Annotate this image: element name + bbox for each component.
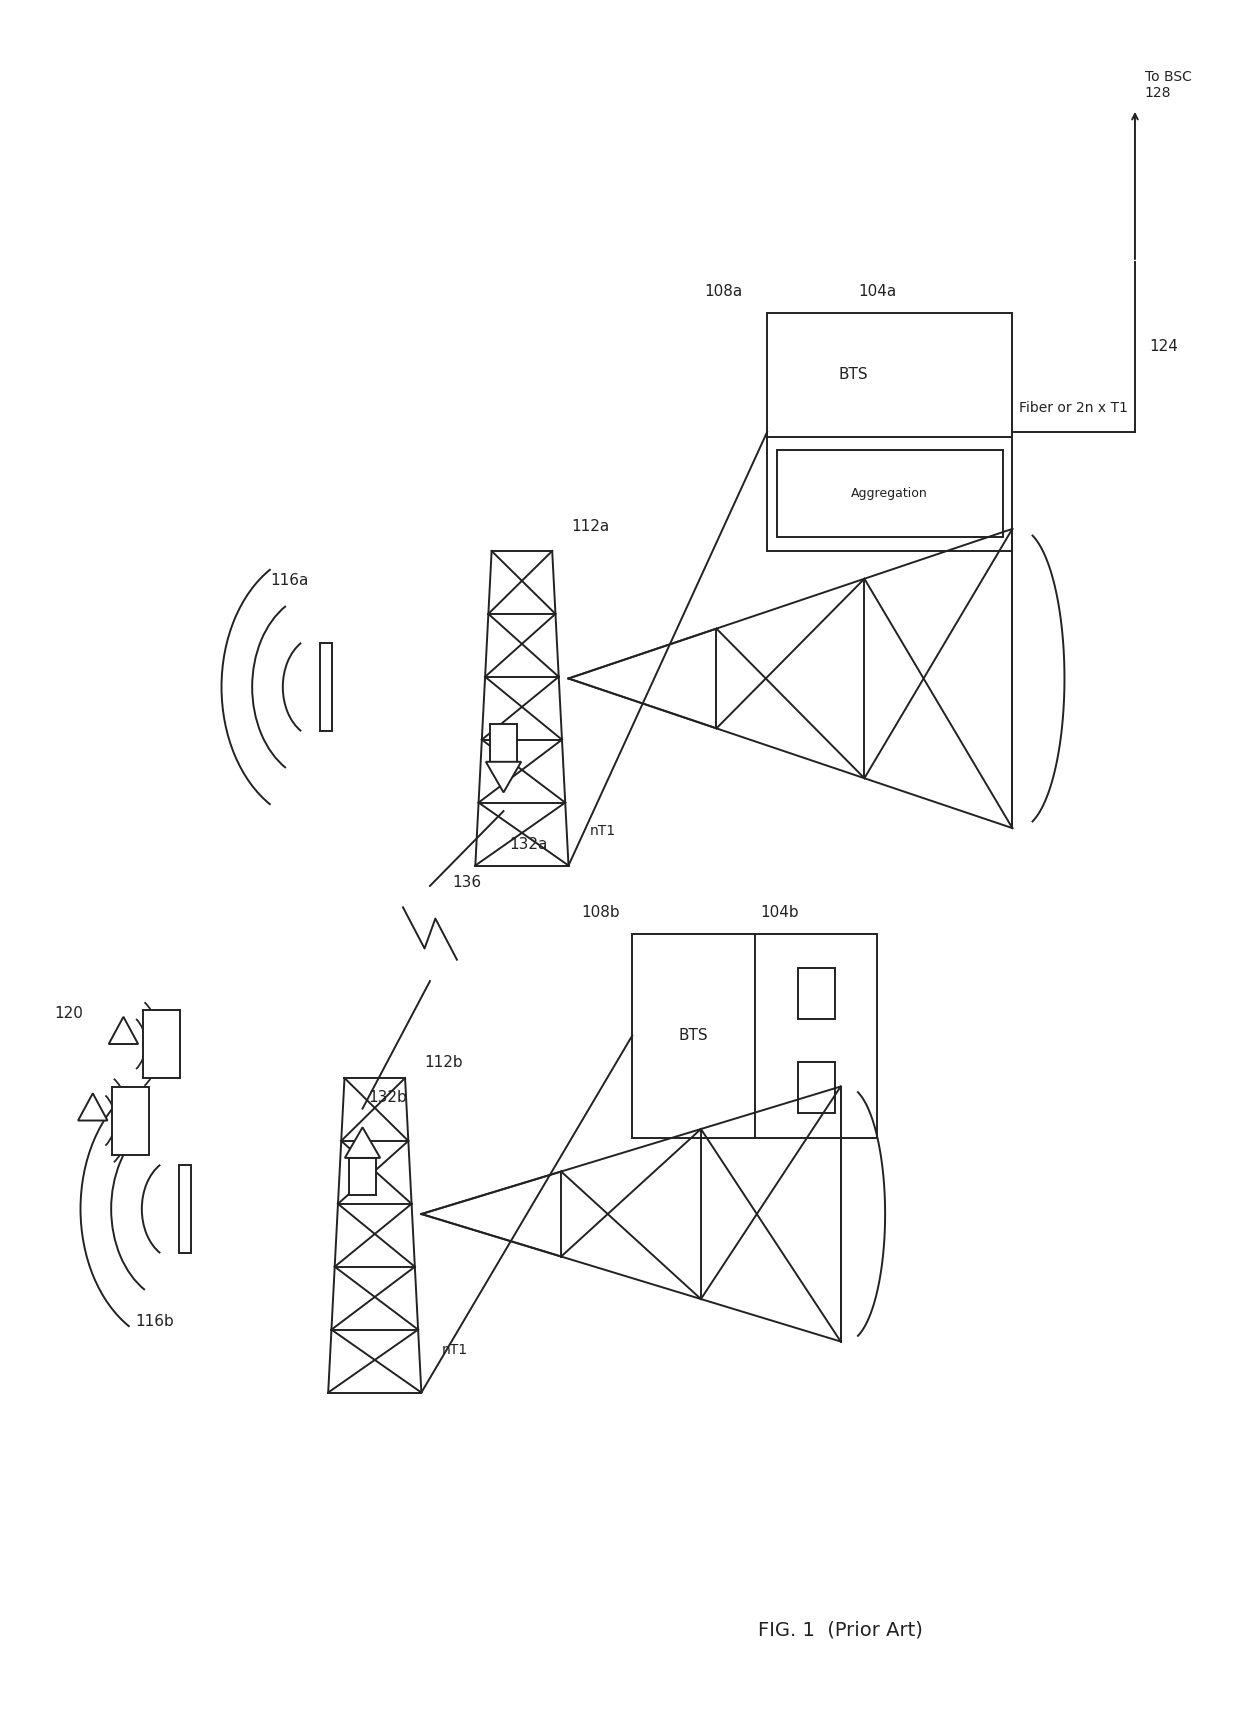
Bar	[490, 725, 517, 761]
Polygon shape	[78, 1094, 108, 1121]
Text: Fiber or 2n x T1: Fiber or 2n x T1	[1019, 401, 1128, 415]
Polygon shape	[486, 761, 521, 792]
Text: 120: 120	[55, 1006, 83, 1022]
Text: 108b: 108b	[582, 905, 620, 920]
Bar	[320, 643, 332, 732]
Text: To BSC
128: To BSC 128	[1145, 70, 1192, 101]
Polygon shape	[345, 1128, 381, 1159]
Bar	[348, 1159, 376, 1195]
Text: 104a: 104a	[858, 285, 897, 300]
Bar	[632, 934, 878, 1138]
Bar	[143, 1010, 180, 1078]
Bar	[179, 1166, 191, 1253]
Bar	[777, 451, 1003, 538]
Text: 132a: 132a	[510, 836, 548, 852]
Text: BTS: BTS	[678, 1028, 708, 1044]
Text: nT1: nT1	[589, 824, 615, 838]
Text: 108a: 108a	[704, 285, 743, 300]
Text: 132b: 132b	[368, 1090, 408, 1106]
Text: BTS: BTS	[838, 367, 868, 382]
Bar	[768, 314, 1012, 550]
Text: 104b: 104b	[760, 905, 799, 920]
Text: 112b: 112b	[424, 1054, 463, 1070]
Text: Aggregation: Aggregation	[852, 487, 928, 500]
Text: 116a: 116a	[270, 574, 309, 588]
Text: 124: 124	[1149, 339, 1178, 355]
Bar	[113, 1087, 149, 1155]
Text: 136: 136	[453, 876, 481, 890]
Text: 112a: 112a	[570, 519, 609, 535]
Text: nT1: nT1	[443, 1344, 469, 1357]
Bar	[797, 1063, 835, 1112]
Text: FIG. 1  (Prior Art): FIG. 1 (Prior Art)	[759, 1620, 923, 1639]
Bar	[797, 968, 835, 1020]
Polygon shape	[109, 1016, 138, 1044]
Text: 116b: 116b	[135, 1315, 175, 1330]
